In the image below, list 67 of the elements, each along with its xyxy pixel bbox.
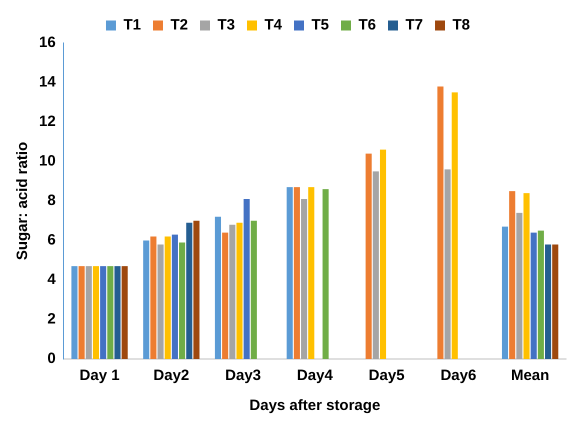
bar <box>92 266 100 359</box>
bar <box>107 266 114 359</box>
bar <box>143 240 150 359</box>
bar <box>250 220 257 359</box>
y-axis-title: Sugar: acid ratio <box>14 142 32 260</box>
bar <box>294 187 300 359</box>
bar <box>437 86 444 359</box>
bar <box>545 244 552 359</box>
bar <box>286 187 293 359</box>
legend-label: T4 <box>264 16 283 34</box>
y-tick-label: 6 <box>47 232 56 249</box>
bar <box>122 266 128 359</box>
x-tick-label: Day 1 <box>80 367 120 384</box>
bar <box>444 169 451 359</box>
bar <box>222 232 228 359</box>
bar <box>516 212 522 359</box>
bar <box>236 222 243 359</box>
y-tick-label: 10 <box>38 152 56 170</box>
bar <box>100 266 106 359</box>
legend-label: T8 <box>452 16 470 34</box>
bar <box>172 234 178 359</box>
y-tick-label: 4 <box>47 271 56 288</box>
y-tick-label: 14 <box>38 74 56 91</box>
bar <box>530 232 537 359</box>
bar <box>502 226 508 359</box>
x-tick-label: Day4 <box>296 367 334 384</box>
bar <box>552 244 558 359</box>
bar <box>366 154 372 359</box>
bar <box>380 150 386 359</box>
bar <box>372 171 379 359</box>
bar <box>538 230 544 359</box>
legend-label: T1 <box>123 16 141 34</box>
bar <box>78 266 85 359</box>
legend-label: T6 <box>358 16 376 34</box>
legend-label: T3 <box>217 16 236 34</box>
y-tick-label: 0 <box>47 350 56 368</box>
bar <box>244 199 250 359</box>
bar <box>193 220 200 359</box>
bar <box>150 236 156 359</box>
bar <box>308 187 314 359</box>
bar <box>114 266 121 359</box>
y-tick-label: 12 <box>38 113 56 130</box>
x-tick-label: Day3 <box>225 367 262 384</box>
x-tick-label: Day5 <box>368 367 405 384</box>
bar <box>179 242 186 359</box>
x-tick-label: Day6 <box>440 367 476 384</box>
y-tick-label: 2 <box>47 310 56 328</box>
y-tick-label: 8 <box>47 192 56 210</box>
legend-label: T2 <box>170 16 188 34</box>
bar <box>158 244 164 359</box>
bar <box>523 193 530 359</box>
x-tick-label: Day2 <box>153 367 190 384</box>
bar <box>301 199 308 359</box>
legend-label: T5 <box>312 16 330 34</box>
bar <box>229 224 236 359</box>
x-axis-title: Days after storage <box>249 397 380 414</box>
bar <box>86 266 92 359</box>
bar <box>164 236 171 359</box>
bar <box>71 266 78 359</box>
bar <box>322 189 329 359</box>
y-tick-label: 16 <box>38 34 56 52</box>
x-tick-label: Mean <box>510 367 550 384</box>
bar <box>214 216 222 359</box>
legend-label: T7 <box>406 16 424 34</box>
bar <box>509 191 516 359</box>
bar <box>452 92 458 359</box>
bar <box>186 222 192 359</box>
